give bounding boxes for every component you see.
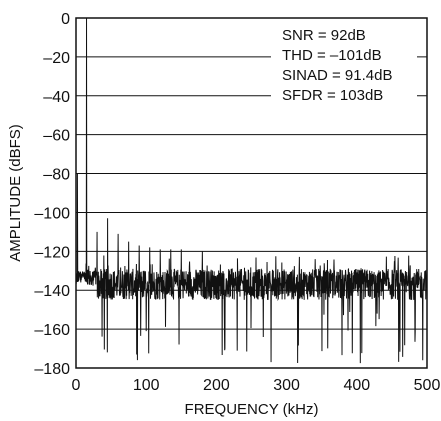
y-tick-label: –140 [34, 283, 70, 300]
y-tick-label: –160 [34, 322, 70, 339]
annotation-text: SFDR = 103dB [282, 87, 383, 104]
x-tick-label: 100 [133, 377, 160, 394]
annotation-text: THD = –101dB [282, 47, 382, 64]
x-axis-title: FREQUENCY (kHz) [185, 401, 319, 418]
y-tick-label: –60 [43, 128, 70, 145]
y-axis-title: AMPLITUDE (dBFS) [7, 124, 24, 262]
spectrum-trace [75, 17, 428, 364]
y-tick-label: –100 [34, 205, 70, 222]
y-tick-label: –80 [43, 167, 70, 184]
plot-area: SNR = 92dB THD = –101dB SINAD = 91.4dB SFDR… [75, 17, 428, 369]
annotation-box [271, 24, 417, 112]
x-tick-labels: 0 100 200 300 400 500 [72, 377, 441, 394]
y-tick-labels: 0 –20 –40 –60 –80 –100 –120 –140 –160 –180 [34, 11, 70, 378]
x-tick-label: 0 [72, 377, 81, 394]
x-tick-label: 300 [273, 377, 300, 394]
x-tick-label: 400 [343, 377, 370, 394]
annotation-text: SNR = 92dB [282, 27, 366, 44]
x-tick-label: 500 [414, 377, 441, 394]
annotation-block: SNR = 92dB THD = –101dB SINAD = 91.4dB SFDR… [282, 27, 392, 104]
annotation-text: SINAD = 91.4dB [282, 67, 392, 84]
y-tick-label: –120 [34, 244, 70, 261]
y-tick-label: 0 [61, 11, 70, 28]
x-tick-label: 200 [203, 377, 230, 394]
y-tick-label: –180 [34, 361, 70, 378]
y-tick-label: –40 [43, 89, 70, 106]
spectrum-line [75, 17, 428, 364]
y-tick-label: –20 [43, 50, 70, 67]
